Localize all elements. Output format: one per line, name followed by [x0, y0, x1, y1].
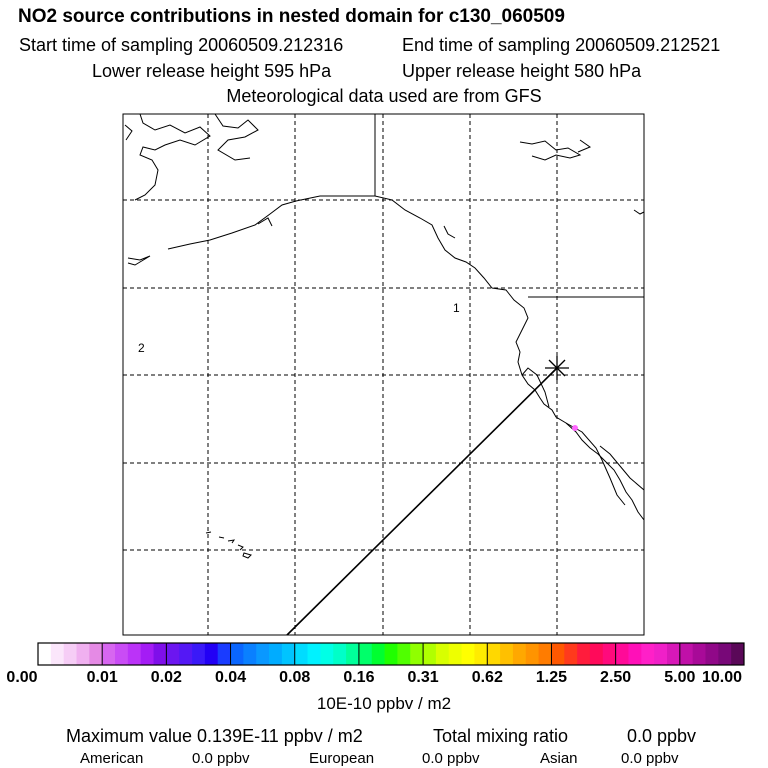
total-mixing-value: 0.0 ppbv	[627, 726, 697, 746]
upper-release-text: Upper release height 580 hPa	[402, 61, 642, 81]
colorbar-cell	[577, 643, 591, 665]
start-time-text: Start time of sampling 20060509.212316	[19, 35, 344, 55]
colorbar-cell	[525, 643, 540, 665]
colorbar-cell	[448, 643, 462, 665]
colorbar-cell	[692, 643, 706, 665]
colorbar-cell	[487, 643, 501, 665]
colorbar-tick-label: 0.62	[471, 669, 503, 686]
map-title: NO2 source contributions in nested domai…	[18, 6, 565, 27]
met-data-text: Meteorological data used are from GFS	[226, 86, 542, 106]
colorbar-cells	[38, 643, 745, 665]
source-european-value: 0.0 ppbv	[422, 750, 480, 767]
lower-release-text: Lower release height 595 hPa	[92, 61, 332, 81]
colorbar-cell	[512, 643, 527, 665]
colorbar-tick-label: 0.02	[150, 669, 182, 686]
max-value-text: Maximum value 0.139E-11 ppbv / m2	[66, 726, 363, 746]
colorbar-cell	[435, 643, 450, 665]
colorbar-cell	[358, 643, 373, 665]
colorbar-cell	[654, 643, 668, 665]
colorbar-cell	[564, 643, 578, 665]
colorbar-tick-label: 0.04	[214, 669, 247, 686]
colorbar-cell	[115, 643, 129, 665]
trajectory-line	[286, 367, 558, 636]
colorbar-cell	[127, 643, 142, 665]
colorbar-dividers	[101, 643, 681, 665]
colorbar-cell	[307, 643, 321, 665]
colorbar-cell	[461, 643, 475, 665]
colorbar-cell	[679, 643, 694, 665]
colorbar-cell	[628, 643, 642, 665]
colorbar-cell	[410, 643, 424, 665]
colorbar-tick-label: 0.31	[407, 669, 439, 686]
colorbar-cell	[192, 643, 206, 665]
colorbar-cell	[269, 643, 283, 665]
colorbar-unit: 10E-10 ppbv / m2	[316, 694, 452, 713]
colorbar-tick-label: 0.16	[343, 669, 375, 686]
colorbar-cell	[333, 643, 347, 665]
source-american-name: American	[80, 750, 144, 767]
colorbar-cell	[705, 643, 719, 665]
colorbar-tick-label: 1.25	[535, 669, 568, 686]
colorbar-cell	[538, 643, 552, 665]
colorbar-tick-label: 0.01	[86, 669, 118, 686]
colorbar-cell	[153, 643, 167, 665]
colorbar-cell	[63, 643, 77, 665]
source-asian-value: 0.0 ppbv	[621, 750, 679, 767]
colorbar-cell	[38, 643, 52, 665]
colorbar-cell	[102, 643, 116, 665]
colorbar-cell	[230, 643, 244, 665]
source-american-value: 0.0 ppbv	[192, 750, 250, 767]
colorbar-cell	[718, 643, 732, 665]
colorbar-cell	[384, 643, 398, 665]
colorbar-tick-label: 0.08	[279, 669, 311, 686]
colorbar-cell	[294, 643, 308, 665]
colorbar-cell	[371, 643, 385, 665]
colorbar-frame	[37, 642, 745, 666]
colorbar-cell	[179, 643, 193, 665]
colorbar-cell	[217, 643, 231, 665]
colorbar-cell	[589, 643, 604, 665]
coastlines	[124, 113, 645, 521]
colorbar-cell	[320, 643, 334, 665]
colorbar-tick-label: 5.00	[664, 669, 696, 686]
colorbar-tick-label: 2.50	[600, 669, 632, 686]
colorbar-cell	[243, 643, 257, 665]
colorbar-cell	[731, 643, 745, 665]
colorbar-cell	[346, 643, 360, 665]
colorbar-cell	[89, 643, 103, 665]
colorbar-cell	[281, 643, 296, 665]
colorbar-cell	[474, 643, 488, 665]
colorbar-tick-label: 0.00	[6, 669, 38, 686]
colorbar-cell	[166, 643, 180, 665]
receptor-marker	[545, 356, 569, 380]
colorbar-cell	[140, 643, 154, 665]
colorbar-cell	[602, 643, 617, 665]
colorbar-cell	[615, 643, 629, 665]
hawaii-islands	[205, 531, 252, 559]
colorbar-cell	[423, 643, 437, 665]
colorbar-cell	[204, 643, 219, 665]
colorbar-cell	[641, 643, 655, 665]
colorbar-cell	[76, 643, 90, 665]
colorbar-cell	[551, 643, 565, 665]
source-asian-name: Asian	[540, 750, 578, 767]
total-mixing-label: Total mixing ratio	[433, 726, 569, 746]
colorbar-cell	[50, 643, 65, 665]
colorbar-tick-label: 10.00	[701, 669, 743, 686]
source-european-name: European	[309, 750, 375, 767]
region-label-2: 2	[138, 341, 145, 355]
plume-concentration-spot	[572, 425, 578, 431]
end-time-text: End time of sampling 20060509.212521	[402, 35, 721, 55]
region-label-1: 1	[453, 301, 460, 315]
colorbar-cell	[256, 643, 270, 665]
colorbar-cell	[666, 643, 681, 665]
colorbar-cell	[500, 643, 514, 665]
colorbar-cell	[397, 643, 411, 665]
